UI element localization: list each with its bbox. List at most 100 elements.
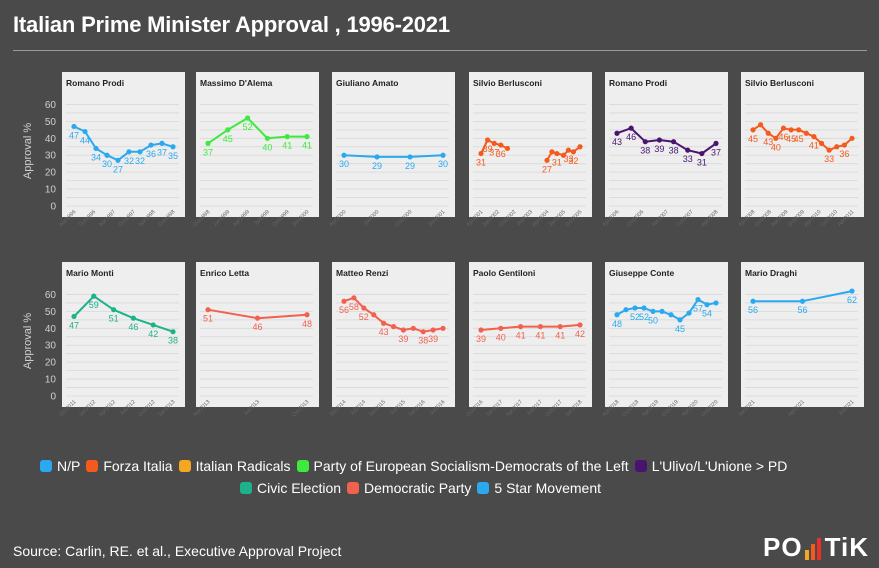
data-label: 41 — [555, 331, 565, 341]
y-tick-label: 0 — [50, 392, 56, 403]
data-label: 36 — [146, 149, 156, 159]
data-point — [650, 308, 656, 314]
page-title: Italian Prime Minister Approval , 1996-2… — [13, 12, 450, 37]
y-axis-label: Approval % — [22, 313, 34, 369]
chart-panel — [332, 262, 455, 407]
data-point — [491, 140, 497, 146]
data-point — [304, 312, 310, 318]
chart-panel — [196, 72, 319, 217]
data-point — [390, 324, 397, 330]
chart-title: Paolo Gentiloni — [473, 268, 535, 278]
data-point — [834, 144, 840, 150]
series-line — [73, 295, 174, 333]
data-point — [811, 134, 817, 140]
data-point — [304, 134, 310, 140]
data-point — [614, 312, 620, 318]
y-tick-label: 10 — [45, 185, 57, 196]
data-point — [225, 127, 231, 133]
data-point — [713, 140, 719, 146]
data-point — [71, 313, 77, 320]
y-tick-label: 30 — [45, 341, 57, 352]
legend-label: 5 Star Movement — [494, 480, 601, 496]
data-point — [111, 307, 117, 313]
data-point — [420, 329, 426, 335]
data-label: 35 — [168, 151, 178, 161]
data-label: 40 — [771, 142, 781, 152]
data-label: 39 — [483, 144, 493, 154]
data-label: 56 — [748, 305, 758, 315]
data-point — [245, 115, 251, 121]
data-label: 52 — [639, 312, 649, 322]
data-point — [549, 149, 555, 155]
chart-title: Enrico Letta — [200, 268, 249, 278]
legend-item: N/P — [40, 455, 80, 477]
data-label: 39 — [428, 334, 438, 344]
data-label: 46 — [626, 132, 636, 142]
data-point — [758, 122, 764, 128]
data-label: 30 — [438, 159, 448, 169]
data-point — [570, 149, 577, 155]
data-point — [71, 123, 77, 130]
data-label: 31 — [697, 158, 707, 168]
data-label: 48 — [302, 319, 312, 329]
data-label: 52 — [359, 312, 369, 322]
data-label: 56 — [797, 305, 807, 315]
data-point — [205, 307, 211, 313]
data-point — [750, 127, 756, 133]
data-label: 37 — [711, 147, 721, 157]
data-label: 46 — [128, 322, 138, 332]
data-label: 59 — [89, 300, 99, 310]
data-point — [557, 324, 563, 330]
data-point — [498, 325, 504, 331]
data-point — [623, 307, 629, 313]
chart-panel — [605, 262, 728, 407]
data-point — [82, 128, 88, 135]
data-label: 33 — [563, 154, 573, 164]
data-label: 40 — [496, 332, 506, 342]
data-label: 47 — [69, 130, 79, 140]
data-point — [677, 317, 683, 323]
legend-label: L'Ulivo/L'Unione > PD — [651, 458, 788, 474]
data-label: 45 — [748, 134, 758, 144]
data-point — [351, 295, 357, 301]
data-point — [699, 150, 705, 157]
data-point — [641, 305, 647, 311]
data-point — [264, 135, 270, 141]
y-tick-label: 20 — [45, 168, 57, 179]
series-line — [480, 323, 581, 331]
data-point — [765, 130, 771, 136]
legend-item: Italian Radicals — [178, 455, 291, 477]
data-label: 45 — [223, 134, 233, 144]
politik-logo: PO TiK — [763, 532, 869, 563]
data-point — [826, 147, 832, 153]
legend-swatch — [296, 460, 309, 472]
data-label: 34 — [91, 152, 101, 162]
legend-swatch — [240, 482, 252, 494]
data-point — [150, 322, 156, 328]
chart-title: Giuseppe Conte — [609, 268, 674, 278]
data-point — [148, 142, 154, 148]
data-point — [849, 288, 855, 294]
data-label: 38 — [640, 146, 650, 156]
data-label: 50 — [648, 315, 658, 325]
legend-swatch — [477, 482, 490, 494]
chart-title: Matteo Renzi — [336, 268, 388, 278]
data-label: 57 — [693, 304, 703, 314]
data-point — [104, 152, 110, 158]
data-label: 29 — [372, 161, 382, 171]
data-label: 51 — [203, 314, 213, 324]
data-point — [485, 137, 491, 143]
y-tick-label: 60 — [45, 290, 57, 301]
data-point — [537, 324, 544, 330]
data-label: 41 — [516, 331, 526, 341]
chart-title: Silvio Berlusconi — [473, 78, 542, 88]
data-label: 43 — [763, 137, 773, 147]
data-point — [130, 315, 136, 321]
data-point — [91, 293, 97, 299]
legend-swatch — [634, 460, 647, 472]
data-label: 27 — [113, 164, 123, 174]
data-point — [430, 327, 436, 333]
data-label: 42 — [148, 329, 158, 339]
data-point — [374, 154, 380, 160]
data-label: 39 — [476, 334, 486, 344]
